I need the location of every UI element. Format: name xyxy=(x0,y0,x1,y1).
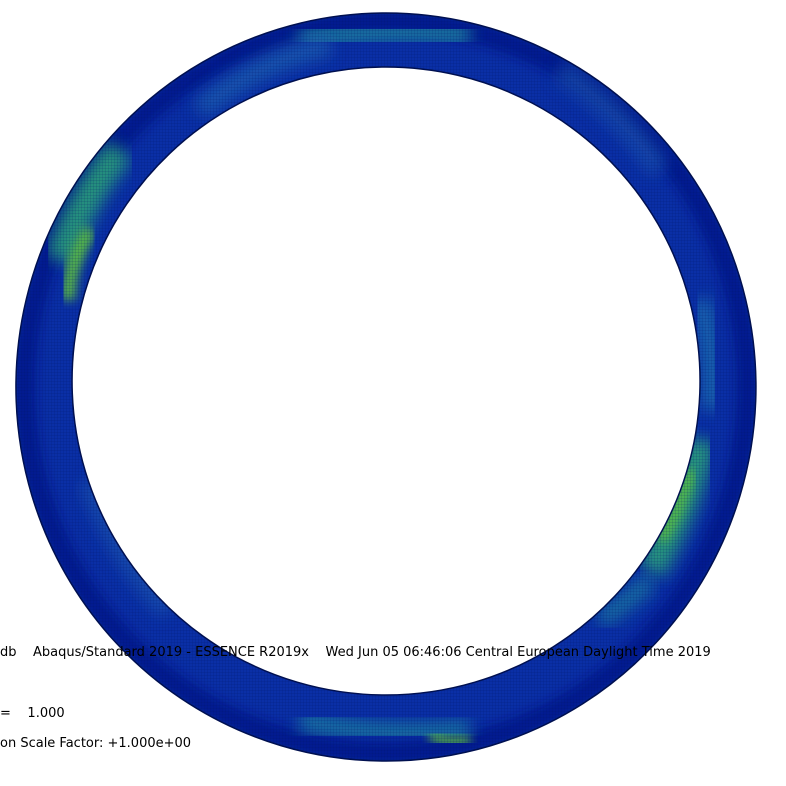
ring-outline xyxy=(15,12,757,762)
